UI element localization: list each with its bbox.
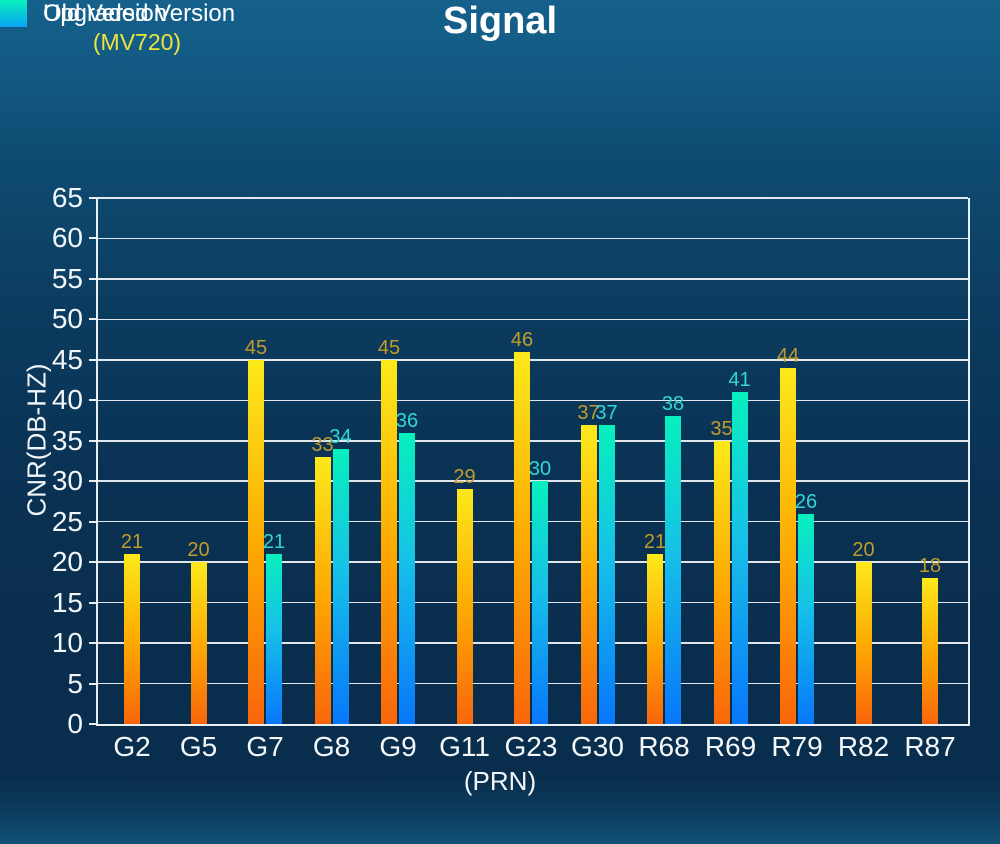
y-axis-tick (89, 561, 98, 564)
bar-upgraded-R82 (855, 562, 872, 724)
bar-upgraded-G11 (456, 489, 473, 724)
bar-upgraded-G9 (381, 359, 397, 724)
y-axis-tick (89, 520, 98, 523)
bar-value-upgraded-G8: 33 (311, 433, 334, 456)
bar-value-old-G23: 30 (528, 458, 552, 481)
bar-old-G30 (598, 424, 615, 724)
x-axis-title: (PRN) (463, 766, 537, 796)
y-tick-label: 20 (51, 546, 83, 578)
bar-value-old-R69: 41 (728, 369, 751, 392)
bar-old-G7 (266, 554, 282, 724)
y-axis-tick (89, 601, 98, 604)
bar-value-upgraded-R69: 35 (710, 417, 733, 440)
y-axis-tick (89, 358, 98, 361)
bar-value-old-R68: 38 (661, 393, 685, 416)
legend-item-old: Old Version (0, 0, 240, 56)
bar-upgraded-G23 (514, 351, 530, 724)
bar-upgraded-R68 (647, 554, 663, 724)
gridline (98, 440, 968, 442)
y-axis-tick (89, 682, 98, 685)
x-tick-label-R82: R82 (837, 731, 890, 762)
gridline (98, 359, 968, 361)
bar-upgraded-R87 (922, 578, 938, 724)
y-axis-tick (89, 439, 98, 442)
bar-old-R68 (665, 416, 681, 724)
y-axis-tick (89, 480, 98, 483)
gridline (98, 237, 968, 240)
bar-value-old-G7: 21 (262, 531, 286, 554)
bar-value-upgraded-G9: 45 (377, 336, 401, 359)
legend-label-upgraded: Upgraded Version (43, 0, 236, 27)
bar-upgraded-G2 (124, 554, 140, 724)
bar-value-old-G30: 37 (595, 401, 618, 424)
y-axis-tick (89, 723, 98, 725)
y-tick-label: 30 (51, 465, 83, 497)
y-tick-label: 10 (51, 627, 83, 659)
bar-upgraded-G30 (580, 424, 597, 724)
bar-value-upgraded-G5: 20 (187, 539, 210, 562)
x-tick-label-G9: G9 (379, 731, 417, 762)
bar-old-G8 (332, 448, 349, 724)
bar-value-upgraded-R82: 20 (852, 539, 875, 562)
bar-upgraded-G8 (314, 456, 331, 724)
x-tick-label-R68: R68 (638, 731, 690, 762)
gridline (98, 399, 968, 402)
plot-frame (96, 198, 970, 726)
bar-value-upgraded-R68: 21 (643, 531, 667, 554)
y-tick-label: 25 (51, 505, 83, 537)
bar-value-upgraded-G11: 29 (453, 466, 476, 489)
y-axis-tick (89, 277, 98, 280)
bar-value-upgraded-G30: 37 (577, 401, 600, 424)
legend-sublabel-mv720: (MV720) (92, 29, 182, 55)
y-tick-label: 15 (51, 586, 83, 618)
bar-value-old-R79: 26 (794, 490, 818, 513)
y-tick-label: 40 (51, 384, 83, 416)
y-tick-label: 55 (51, 262, 83, 294)
bar-value-old-G9: 36 (395, 409, 419, 432)
y-tick-label: 35 (51, 424, 83, 456)
y-axis-tick (89, 237, 98, 240)
bar-value-old-G8: 34 (329, 425, 352, 448)
x-tick-label-G11: G11 (439, 731, 490, 762)
gridline (98, 278, 968, 280)
bar-value-upgraded-G7: 45 (244, 336, 268, 359)
x-tick-label-G2: G2 (113, 731, 151, 762)
x-tick-label-R87: R87 (904, 731, 956, 762)
bar-value-upgraded-G2: 21 (120, 531, 144, 554)
y-tick-label: 60 (51, 222, 83, 254)
chart-title: Signal (442, 0, 558, 42)
bar-value-upgraded-G23: 46 (510, 328, 534, 351)
x-tick-label-G8: G8 (312, 731, 351, 762)
y-axis-tick (89, 318, 98, 321)
legend-label-old: Old Version (43, 0, 168, 27)
x-tick-label-R69: R69 (704, 731, 757, 762)
gridline (98, 318, 968, 321)
x-tick-label-R79: R79 (771, 731, 823, 762)
x-tick-label-G7: G7 (246, 731, 284, 762)
bar-old-G9 (399, 432, 415, 724)
y-tick-label: 45 (51, 343, 83, 375)
bar-old-R69 (731, 392, 748, 724)
y-axis-tick (89, 399, 98, 402)
y-axis-tick (89, 642, 98, 645)
y-tick-label: 5 (67, 667, 83, 699)
gridline (98, 197, 968, 199)
legend-swatch-old-icon (0, 0, 27, 27)
bar-old-G23 (532, 481, 548, 724)
bar-value-upgraded-R79: 44 (776, 344, 800, 367)
y-tick-label: 0 (67, 708, 83, 739)
bar-upgraded-G7 (248, 359, 264, 724)
x-tick-label-G30: G30 (571, 731, 624, 762)
bar-upgraded-R79 (780, 367, 796, 724)
y-axis-tick (89, 197, 98, 199)
y-tick-label: 65 (51, 182, 83, 213)
bar-old-R79 (798, 513, 814, 724)
y-tick-label: 50 (51, 303, 83, 335)
bar-value-upgraded-R87: 18 (918, 555, 942, 578)
x-tick-label-G5: G5 (179, 731, 218, 762)
bar-upgraded-R69 (713, 440, 730, 724)
bar-upgraded-G5 (190, 562, 207, 724)
x-tick-label-G23: G23 (504, 731, 558, 762)
